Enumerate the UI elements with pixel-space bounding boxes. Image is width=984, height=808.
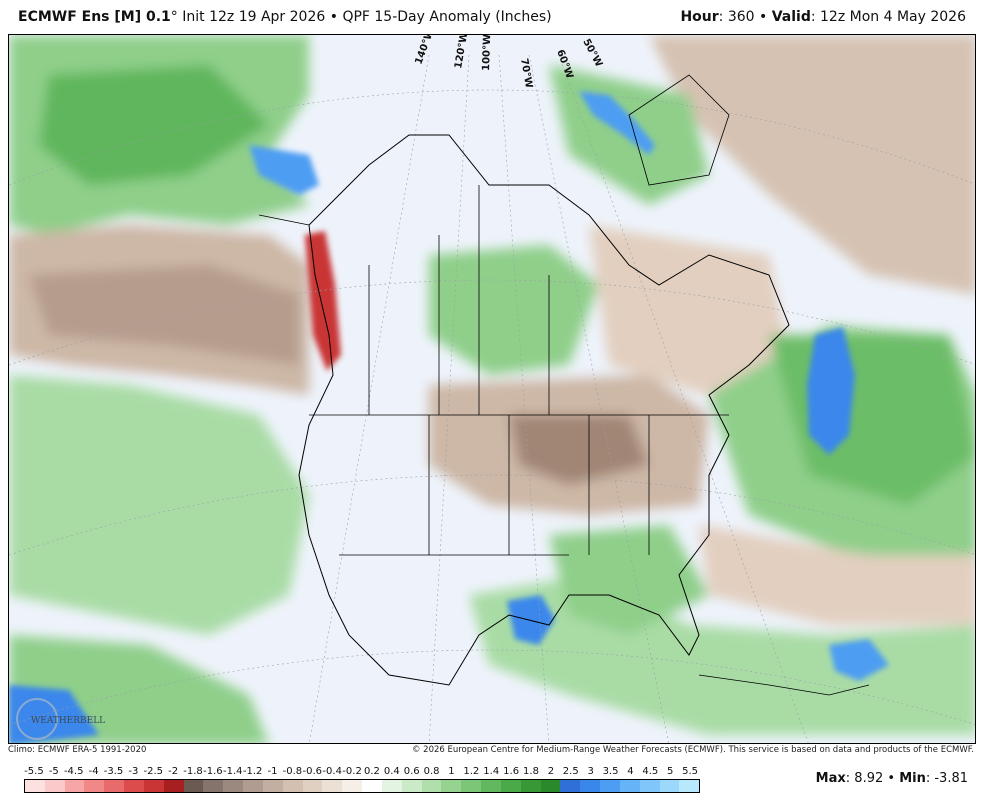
colorbar-label: 3 — [587, 766, 594, 777]
colorbar-swatch — [639, 780, 660, 792]
colorbar-label: -1.4 — [222, 766, 243, 777]
colorbar-label: -2.5 — [143, 766, 163, 777]
colorbar-swatch — [441, 780, 462, 792]
weatherbell-logo: WEATHERBELL — [16, 698, 105, 740]
colorbar-swatch — [381, 780, 402, 792]
colorbar-swatch — [679, 780, 700, 792]
colorbar-swatch — [25, 780, 45, 792]
header-bullet: • — [329, 9, 338, 25]
colorbar-swatch — [500, 780, 521, 792]
min-label: Min — [899, 771, 926, 786]
colorbar-swatch — [600, 780, 620, 792]
colorbar-label: 1 — [448, 766, 455, 777]
min-value: : -3.81 — [925, 771, 968, 786]
colorbar-label: -3 — [128, 766, 139, 777]
colorbar-label: -1.8 — [183, 766, 203, 777]
degree-symbol: ° — [170, 9, 178, 25]
colorbar-swatch — [302, 780, 323, 792]
colorbar-label: -1.6 — [203, 766, 223, 777]
coastlines — [258, 74, 870, 696]
logo-circle — [16, 698, 58, 740]
colorbar-label: -3.5 — [103, 766, 124, 777]
colorbar-label: -0.2 — [342, 766, 362, 777]
colorbar-label: 0.6 — [403, 766, 420, 777]
copyright-note: © 2026 European Centre for Medium-Range … — [411, 745, 974, 755]
colorbar-label: 0.8 — [423, 766, 440, 777]
colorbar-label: -4 — [88, 766, 99, 777]
colorbar-label: -1.2 — [242, 766, 263, 777]
colorbar-swatch — [243, 780, 263, 792]
colorbar-label: 5.5 — [682, 766, 698, 777]
colorbar-swatch — [401, 780, 422, 792]
map-header: ECMWF Ens [M] 0.1° Init 12z 19 Apr 2026 … — [0, 0, 984, 34]
colorbar-swatch — [203, 780, 224, 792]
precip-anomaly-map[interactable]: 140°W 120°W 100°W 70°W 60°W 50°W WEATHER… — [8, 34, 976, 744]
colorbar-label: 2 — [547, 766, 555, 777]
colorbar-swatch — [104, 780, 125, 792]
map-canvas: 140°W 120°W 100°W 70°W 60°W 50°W WEATHER… — [9, 35, 975, 743]
colorbar-swatch — [124, 780, 144, 792]
colorbar-swatch — [143, 780, 164, 792]
colorbar-swatch — [84, 780, 105, 792]
colorbar-label: 0.4 — [383, 766, 400, 777]
colorbar-label: -0.8 — [282, 766, 303, 777]
max-min-stats: Max: 8.92 • Min: -3.81 — [816, 771, 968, 786]
colorbar-label: 1.6 — [503, 766, 520, 777]
colorbar-swatch — [461, 780, 482, 792]
colorbar-swatch — [520, 780, 541, 792]
hour-label: Hour — [680, 9, 719, 25]
colorbar-label: -0.4 — [322, 766, 342, 777]
colorbar-swatch — [223, 780, 244, 792]
colorbar-swatch — [481, 780, 501, 792]
colorbar-swatch — [580, 780, 601, 792]
colorbar-label: 4.5 — [642, 766, 659, 777]
colorbar-label: 0.2 — [363, 766, 380, 777]
colorbar-swatch — [619, 780, 640, 792]
colorbar-label: 1.4 — [483, 766, 500, 777]
colorbar-swatch — [44, 780, 65, 792]
max-label: Max — [815, 771, 846, 786]
colorbar-label: 3.5 — [602, 766, 619, 777]
colorbar-label: 4 — [627, 766, 634, 777]
colorbar-swatch — [183, 780, 204, 792]
lon-label-70w: 70°W — [518, 58, 534, 89]
colorbar-swatch — [64, 780, 85, 792]
graticule — [9, 54, 975, 743]
colorbar-label: -5.5 — [24, 766, 44, 777]
colorbar-swatch — [560, 780, 581, 792]
colorbar-label: 2.5 — [562, 766, 579, 777]
lon-label-100w: 100°W — [481, 35, 493, 71]
hour-value: : 360 • — [718, 9, 768, 25]
colorbar-label: 5 — [666, 766, 674, 777]
colorbar-swatch — [322, 780, 343, 792]
colorbar-label: 1.8 — [523, 766, 539, 777]
valid-label: Valid — [771, 9, 811, 25]
colorbar-swatch — [540, 780, 561, 792]
colorbar-labels: -5.5 -5 -4.5 -4 -3.5 -3 -2.5 -2 -1.8 -1.6 -1.4 -1.2… — [24, 766, 700, 778]
header-left: ECMWF Ens [M] 0.1° Init 12z 19 Apr 2026 … — [18, 9, 552, 25]
colorbar-label: -1 — [267, 766, 278, 777]
colorbar-swatch — [163, 780, 184, 792]
logo-text: WEATHERBELL — [31, 716, 105, 726]
colorbar-swatch — [282, 780, 303, 792]
product-name: QPF 15-Day Anomaly (Inches) — [342, 9, 552, 25]
header-right: Hour: 360 • Valid: 12z Mon 4 May 2026 — [680, 9, 966, 25]
colorbar — [24, 779, 700, 793]
anomaly-fields — [9, 35, 975, 743]
colorbar-swatch — [421, 780, 442, 792]
colorbar-label: -2 — [168, 766, 179, 777]
colorbar-label: 1.2 — [463, 766, 480, 777]
colorbar-swatch — [659, 780, 680, 792]
colorbar-label: -5 — [48, 766, 59, 777]
colorbar-label: -4.5 — [63, 766, 84, 777]
max-value: : 8.92 • — [845, 771, 896, 786]
climo-note: Climo: ECMWF ERA-5 1991-2020 — [8, 745, 147, 755]
colorbar-swatch — [362, 780, 382, 792]
colorbar-swatch — [342, 780, 363, 792]
valid-value: : 12z Mon 4 May 2026 — [810, 9, 966, 25]
colorbar-label: -0.6 — [302, 766, 323, 777]
model-name: ECMWF Ens [M] 0.1 — [18, 9, 171, 25]
init-time: Init 12z 19 Apr 2026 — [182, 9, 326, 25]
colorbar-swatch — [262, 780, 283, 792]
